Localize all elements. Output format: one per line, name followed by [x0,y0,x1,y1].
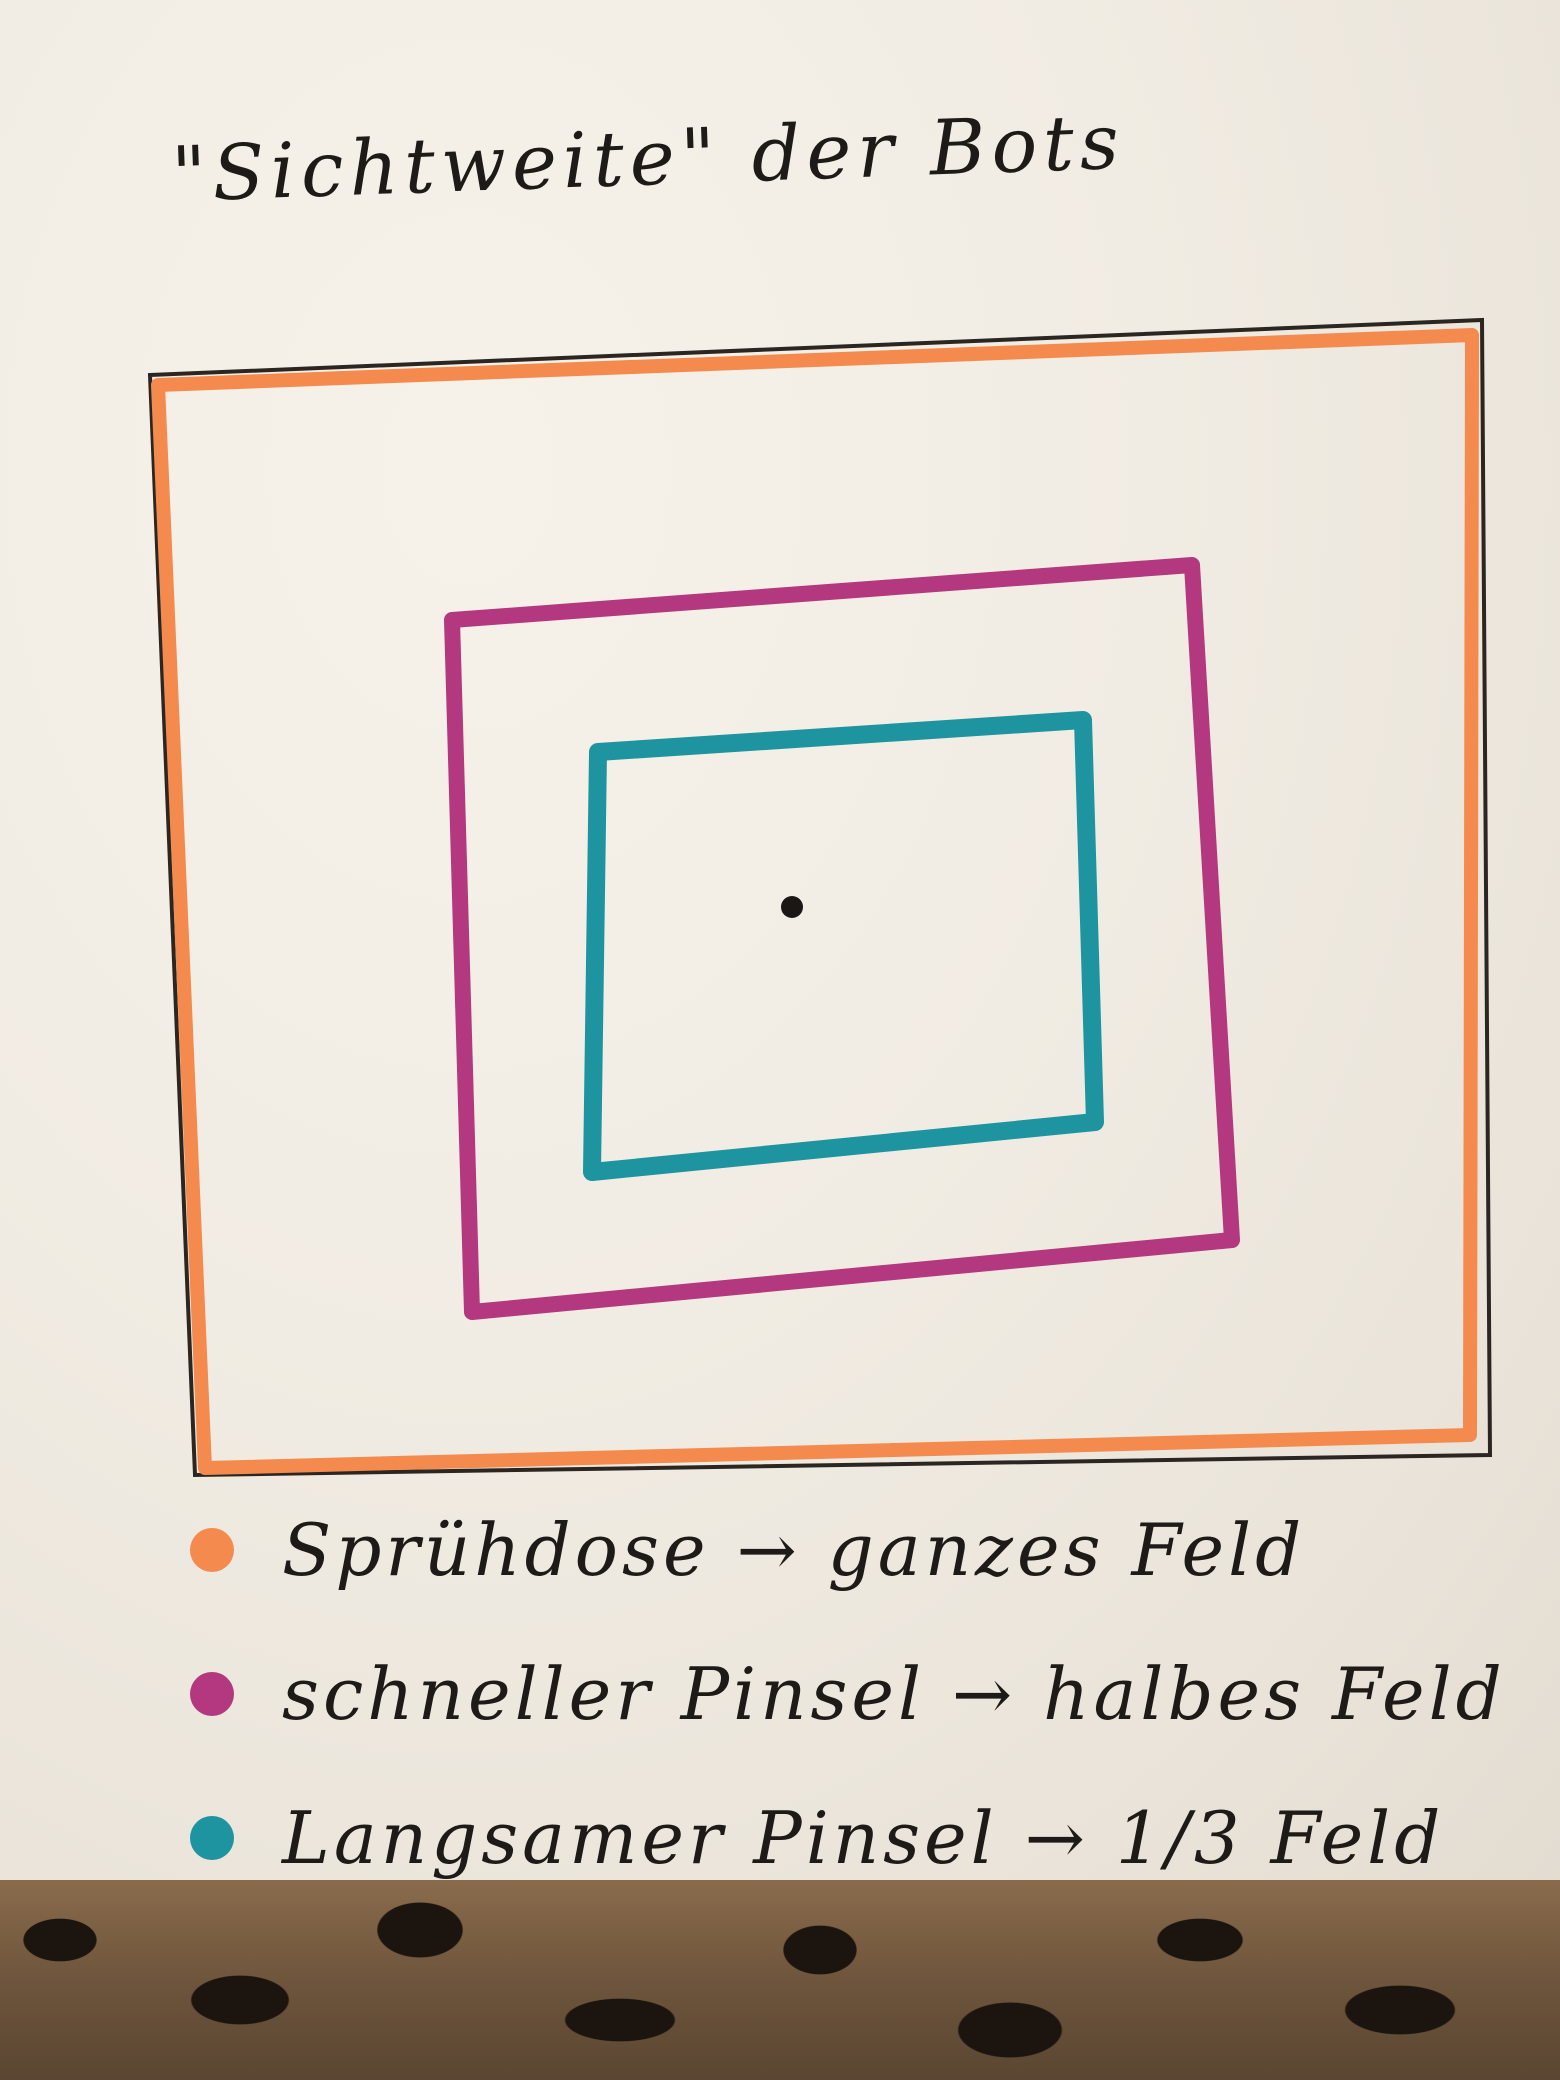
bot-center-dot [781,896,803,918]
leopard-fabric-background [0,1880,1560,2080]
paper-sheet [0,0,1560,1885]
legend-dot-magenta [190,1672,234,1716]
fast-brush-range-rect [444,557,1240,1320]
legend-item-slow-brush: Langsamer Pinsel → 1/3 Feld [190,1778,1520,1898]
legend-dot-teal [190,1816,234,1860]
slow-brush-range-rect [583,711,1104,1181]
legend-label: Langsamer Pinsel → 1/3 Feld [282,1796,1445,1880]
legend-label: Sprühdose → ganzes Feld [282,1508,1306,1592]
legend-label: schneller Pinsel → halbes Feld [282,1652,1506,1736]
legend-item-spray: Sprühdose → ganzes Feld [190,1490,1520,1610]
legend-dot-orange [190,1528,234,1572]
field-frame [147,317,1493,1478]
spray-range-rect [151,328,1479,1475]
legend-item-fast-brush: schneller Pinsel → halbes Feld [190,1634,1520,1754]
legend: Sprühdose → ganzes Feld schneller Pinsel… [190,1490,1520,1922]
